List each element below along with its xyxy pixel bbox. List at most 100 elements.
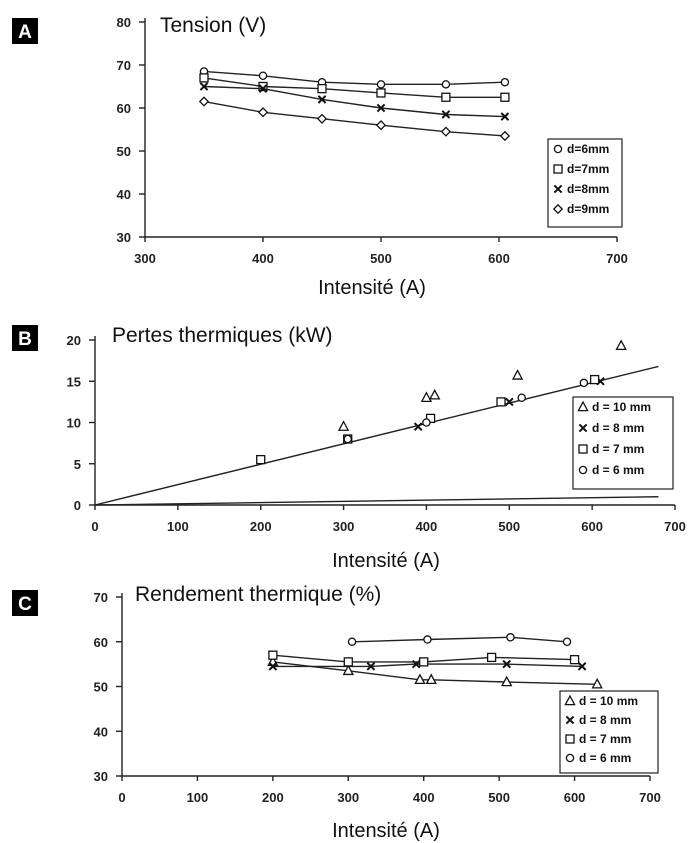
data-point: [440, 126, 452, 137]
x-tick-label: 600: [564, 790, 586, 805]
x-tick-label: 400: [252, 251, 274, 266]
data-point: [422, 418, 431, 427]
x-tick-label: 700: [664, 519, 686, 534]
series-line: [352, 636, 568, 643]
data-point: [500, 112, 510, 121]
x-tick-label: 0: [118, 790, 125, 805]
data-point: [419, 657, 429, 667]
series-d-6-mm: [347, 633, 572, 647]
legend-label: d=8mm: [567, 182, 609, 196]
x-tick-label: 500: [498, 519, 520, 534]
data-point: [347, 637, 357, 647]
data-point: [366, 662, 376, 671]
data-point: [496, 397, 506, 407]
x-axis-label: Intensité (A): [332, 820, 440, 842]
x-tick-label: 500: [370, 251, 392, 266]
series-d-8mm: [199, 82, 510, 121]
y-tick-label: 30: [94, 769, 108, 784]
data-point: [502, 659, 511, 669]
series-line: [272, 661, 598, 685]
panel-badge: [12, 325, 38, 351]
y-tick-label: 70: [117, 58, 131, 73]
x-axis-label: Intensité (A): [318, 277, 426, 299]
data-point: [199, 82, 209, 91]
legend-label: d = 7 mm: [592, 442, 644, 456]
baseline-curve: [94, 496, 659, 506]
data-point: [441, 92, 451, 102]
data-point: [504, 397, 514, 407]
x-tick-label: 700: [606, 251, 628, 266]
y-tick-label: 10: [67, 416, 81, 431]
legend-marker: [565, 734, 575, 744]
x-tick-label: 200: [250, 519, 272, 534]
x-tick-label: 300: [337, 790, 359, 805]
data-point: [258, 71, 268, 81]
chart-title: Rendement thermique (%): [135, 583, 381, 606]
series-line: [203, 85, 505, 118]
data-point: [441, 110, 451, 119]
x-axis-label: Intensité (A): [332, 550, 440, 572]
data-point: [376, 80, 386, 89]
data-point: [343, 657, 353, 667]
series-d-7mm: [199, 73, 510, 102]
y-tick-label: 15: [67, 374, 81, 389]
series-d-6mm: [199, 67, 510, 89]
x-tick-label: 400: [416, 519, 438, 534]
x-tick-label: 600: [581, 519, 603, 534]
data-point: [376, 88, 386, 98]
data-point: [501, 675, 513, 687]
legend-box: [547, 138, 623, 228]
panel-badge: [12, 18, 38, 44]
y-tick-label: 40: [94, 724, 108, 739]
legend-label: d = 7 mm: [579, 732, 631, 746]
data-point: [317, 84, 327, 94]
legend-marker: [553, 164, 563, 174]
x-tick-label: 300: [134, 251, 156, 266]
data-point: [425, 673, 437, 685]
legend-label: d = 6 mm: [592, 463, 644, 477]
series-line: [203, 100, 505, 137]
data-point: [258, 81, 268, 92]
legend-marker: [553, 144, 563, 154]
legend-label: d=9mm: [567, 202, 609, 216]
chart-title: Tension (V): [160, 14, 266, 37]
panel-label: C: [18, 594, 32, 615]
legend-marker: [578, 444, 588, 454]
data-point: [268, 650, 278, 660]
data-point: [423, 635, 432, 644]
y-tick-label: 5: [74, 457, 81, 472]
data-point: [316, 113, 328, 124]
data-point: [589, 374, 600, 385]
y-tick-label: 20: [67, 333, 81, 348]
legend-label: d=7mm: [567, 162, 609, 176]
legend-marker: [564, 694, 576, 706]
y-tick-label: 60: [117, 101, 131, 116]
data-point: [375, 120, 387, 131]
legend-marker: [578, 423, 588, 433]
data-point: [256, 454, 266, 465]
series-line: [203, 77, 505, 98]
data-point: [441, 80, 451, 89]
fit-line: [94, 365, 659, 506]
chart-title: Pertes thermiques (kW): [112, 324, 333, 347]
y-tick-label: 30: [117, 230, 131, 245]
x-tick-label: 300: [333, 519, 355, 534]
data-point: [591, 677, 603, 689]
data-point: [413, 422, 423, 431]
y-tick-label: 70: [94, 590, 108, 605]
legend-marker: [578, 465, 588, 475]
chart-panel-a: A 30 40 50 60 70 80 300 400 500 600 700 Tension (V) I…: [12, 14, 628, 299]
legend-marker: [553, 184, 563, 194]
data-point: [414, 673, 426, 685]
data-point: [337, 420, 350, 431]
data-point: [343, 434, 352, 444]
legend-label: d = 6 mm: [579, 751, 631, 765]
data-point: [268, 662, 278, 671]
legend-label: d = 10 mm: [579, 694, 638, 708]
legend-marker: [552, 203, 564, 215]
x-tick-label: 100: [187, 790, 209, 805]
series-d-9mm: [198, 96, 511, 142]
data-point: [342, 664, 354, 676]
series-d-10-mm: [337, 339, 627, 431]
legend-marker: [577, 400, 589, 412]
